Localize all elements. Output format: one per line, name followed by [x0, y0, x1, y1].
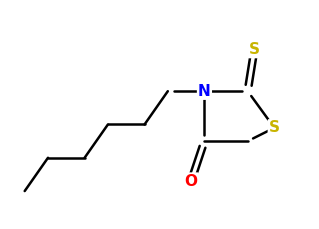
Text: S: S: [249, 42, 260, 57]
Text: N: N: [198, 84, 211, 99]
Text: S: S: [269, 120, 280, 135]
Text: O: O: [185, 174, 198, 188]
